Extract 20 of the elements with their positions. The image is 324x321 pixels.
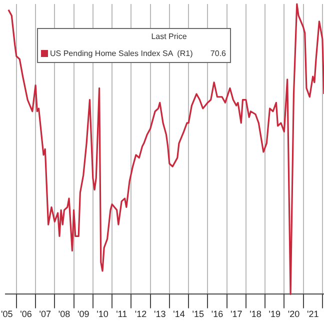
x-tick-label: '12 — [134, 309, 147, 320]
x-tick-label: '10 — [96, 309, 108, 320]
legend-label: US Pending Home Sales Index SA (R1) — [50, 49, 194, 58]
x-tick-label: '07 — [39, 309, 51, 320]
x-tick-label: '17 — [230, 309, 242, 320]
x-tick-label: '06 — [20, 309, 32, 320]
x-tick-label: '19 — [268, 309, 280, 320]
x-tick-label: '13 — [154, 309, 166, 320]
x-tick-label: '09 — [77, 309, 90, 320]
x-tick-label: '21 — [306, 309, 319, 320]
x-tick-label: '20 — [288, 309, 300, 320]
x-tick-label: '16 — [211, 309, 224, 320]
x-tick-label: '05 — [0, 309, 13, 320]
x-tick-label: '08 — [58, 309, 70, 320]
annotation: Last Price — [150, 32, 188, 41]
annotation: 70.6 — [210, 49, 226, 58]
x-tick-label: '18 — [250, 309, 262, 320]
x-tick-label: '11 — [116, 309, 128, 320]
x-tick-label: '14 — [173, 309, 185, 320]
x-tick-label: '15 — [192, 309, 204, 320]
